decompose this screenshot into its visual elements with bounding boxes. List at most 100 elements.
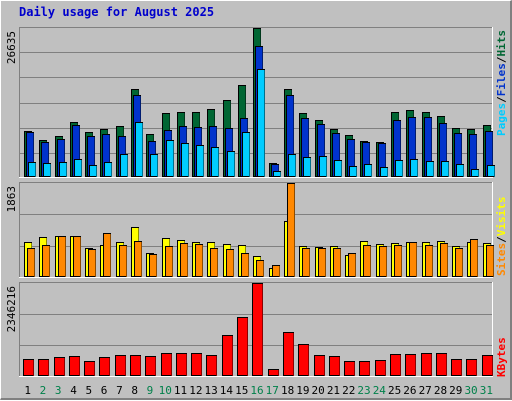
sites-bar: [180, 243, 188, 277]
legend-pages-files-hits-part: Hits: [495, 30, 508, 57]
kbytes-bar: [451, 359, 462, 376]
sites-bar: [363, 245, 371, 277]
pages-bar: [89, 165, 97, 177]
sites-bar: [42, 245, 50, 277]
day-label: 16: [250, 384, 263, 397]
sites-bar: [379, 246, 387, 277]
sites-bar: [256, 260, 264, 277]
pages-bar: [59, 162, 67, 177]
sites-bar: [302, 248, 310, 277]
sites-bar: [425, 245, 433, 277]
kbytes-bar: [84, 361, 95, 376]
day-label: 11: [174, 384, 187, 397]
kbytes-bar: [421, 353, 432, 376]
pages-bar: [166, 140, 174, 177]
day-label: 21: [327, 384, 340, 397]
kbytes-bar: [390, 354, 401, 376]
kbytes-bar: [329, 356, 340, 376]
day-label: 5: [85, 384, 92, 397]
sites-bar: [119, 245, 127, 277]
sites-bar: [440, 243, 448, 277]
pages-bar: [227, 151, 235, 177]
kbytes-bar: [359, 361, 370, 376]
day-label: 2: [40, 384, 47, 397]
legend-sites-visits-part: Visits: [495, 197, 508, 237]
legend-pages-files-hits: Pages/Files/Hits: [495, 30, 508, 136]
day-label: 29: [449, 384, 462, 397]
legend-sites-visits-part: Sites: [495, 243, 508, 276]
pages-bar: [319, 156, 327, 177]
pages-bar: [135, 122, 143, 177]
pages-bar: [334, 160, 342, 177]
kbytes-bar: [176, 353, 187, 376]
sites-bar: [272, 265, 280, 277]
day-label: 14: [220, 384, 234, 397]
legend-kbytes-part: KBytes: [495, 337, 508, 377]
pages-bar: [288, 154, 296, 177]
kbytes-bar: [436, 353, 447, 376]
sites-bar: [318, 248, 326, 277]
kbytes-bar: [283, 332, 294, 376]
kbytes-bar: [54, 357, 65, 376]
kbytes-bar: [206, 355, 217, 376]
day-label: 12: [189, 384, 202, 397]
kbytes-bar: [466, 359, 477, 376]
day-label: 24: [373, 384, 387, 397]
sites-bar: [486, 245, 494, 277]
pages-bar: [487, 165, 495, 177]
sites-bar: [241, 253, 249, 277]
legend-kbytes: KBytes: [495, 337, 508, 377]
day-label: 17: [266, 384, 279, 397]
legend-sites-visits: Sites/Visits: [495, 197, 508, 277]
sites-bar: [27, 248, 35, 277]
kbytes-bar: [375, 360, 386, 376]
day-label: 31: [480, 384, 493, 397]
day-label: 28: [434, 384, 447, 397]
day-label: 9: [147, 384, 154, 397]
kbytes-bar: [130, 355, 141, 376]
kbytes-bar: [314, 355, 325, 376]
legend-pages-files-hits-part: /: [495, 56, 508, 63]
pages-bar: [196, 145, 204, 177]
pages-bar: [395, 160, 403, 177]
day-label: 18: [281, 384, 294, 397]
sites-bar: [149, 254, 157, 277]
kbytes-bar: [405, 354, 416, 376]
sites-bar: [58, 236, 66, 277]
day-label: 25: [388, 384, 401, 397]
kbytes-bar: [161, 353, 172, 376]
y-max-label-kbytes: 2346216: [5, 286, 18, 332]
pages-bar: [410, 159, 418, 177]
sites-bar: [287, 183, 295, 277]
sites-bar: [409, 242, 417, 277]
day-label: 30: [464, 384, 477, 397]
sites-bar: [103, 233, 111, 277]
kbytes-bar: [344, 361, 355, 376]
pages-bar: [150, 154, 158, 177]
pages-bar: [257, 69, 265, 177]
y-max-label-hits: 26635: [5, 31, 18, 64]
pages-bar: [303, 157, 311, 177]
chart-title: Daily usage for August 2025: [19, 5, 215, 19]
pages-bar: [104, 162, 112, 177]
sites-bar: [226, 249, 234, 277]
pages-bar: [441, 161, 449, 177]
pages-bar: [120, 154, 128, 177]
legend-pages-files-hits-part: Files: [495, 63, 508, 96]
sites-bar: [73, 236, 81, 277]
kbytes-bar: [191, 353, 202, 376]
day-label: 13: [205, 384, 218, 397]
pages-bar: [471, 169, 479, 177]
kbytes-bar: [482, 355, 493, 376]
pages-bar: [74, 159, 82, 177]
legend-sites-visits-part: /: [495, 236, 508, 243]
day-label: 1: [24, 384, 31, 397]
kbytes-bar: [145, 356, 156, 376]
sites-bar: [195, 244, 203, 277]
day-label: 27: [419, 384, 432, 397]
kbytes-bar: [222, 335, 233, 376]
pages-bar: [364, 164, 372, 177]
pages-bar: [456, 164, 464, 177]
